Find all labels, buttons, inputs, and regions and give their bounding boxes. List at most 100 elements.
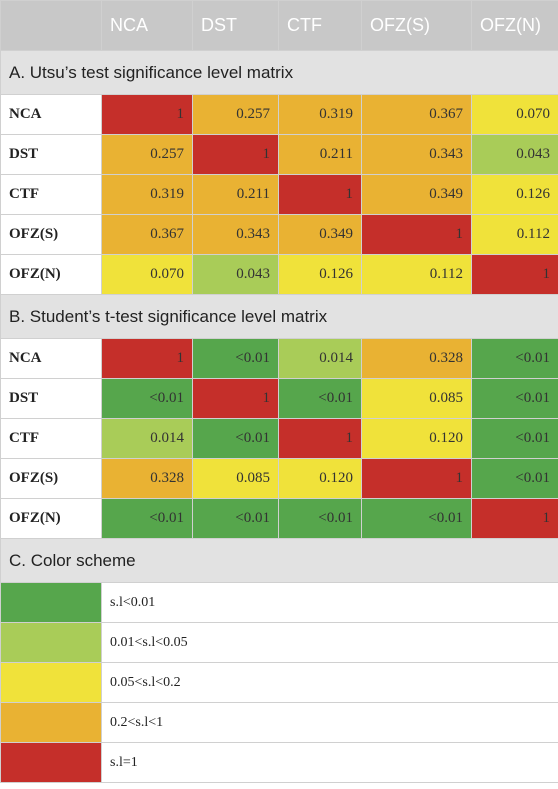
matrix-cell: 0.319	[101, 174, 193, 215]
utsu-matrix-row: DST 0.257 1 0.211 0.343 0.043	[0, 134, 558, 175]
utsu-matrix-title-row: A. Utsu’s test significance level matrix	[0, 50, 558, 95]
matrix-cell: <0.01	[471, 378, 558, 419]
matrix-cell: 0.043	[192, 254, 279, 295]
color-scheme-row: s.l=1	[0, 742, 558, 783]
color-scheme-label: s.l<0.01	[101, 582, 558, 623]
matrix-cell: 0.211	[192, 174, 279, 215]
header-cell-ctf: CTF	[278, 0, 362, 51]
matrix-cell: 0.085	[361, 378, 472, 419]
color-swatch	[0, 582, 102, 623]
student-matrix-title-row: B. Student’s t-test significance level m…	[0, 294, 558, 339]
matrix-cell: 0.349	[361, 174, 472, 215]
matrix-cell: 0.343	[192, 214, 279, 255]
header-cell-ofz-n: OFZ(N)	[471, 0, 558, 51]
matrix-cell: 1	[192, 134, 279, 175]
matrix-cell: 1	[361, 214, 472, 255]
matrix-cell: 0.343	[361, 134, 472, 175]
row-label: DST	[0, 378, 102, 419]
matrix-cell: 0.070	[471, 94, 558, 135]
matrix-cell: 0.319	[278, 94, 362, 135]
matrix-cell: <0.01	[471, 458, 558, 499]
matrix-cell: 1	[361, 458, 472, 499]
header-cell-nca: NCA	[101, 0, 193, 51]
student-matrix-row: OFZ(N) <0.01 <0.01 <0.01 <0.01 1	[0, 498, 558, 539]
color-scheme-row: s.l<0.01	[0, 582, 558, 623]
color-swatch	[0, 662, 102, 703]
matrix-cell: 0.120	[361, 418, 472, 459]
row-label: DST	[0, 134, 102, 175]
student-matrix-title: B. Student’s t-test significance level m…	[0, 294, 558, 339]
matrix-cell: 0.112	[361, 254, 472, 295]
student-matrix-row: CTF 0.014 <0.01 1 0.120 <0.01	[0, 418, 558, 459]
matrix-cell: 0.126	[471, 174, 558, 215]
matrix-cell: 0.367	[101, 214, 193, 255]
color-scheme-label: 0.2<s.l<1	[101, 702, 558, 743]
matrix-cell: 0.328	[101, 458, 193, 499]
matrix-cell: <0.01	[361, 498, 472, 539]
matrix-cell: 0.070	[101, 254, 193, 295]
color-scheme-label: s.l=1	[101, 742, 558, 783]
row-label: OFZ(N)	[0, 254, 102, 295]
row-label: NCA	[0, 94, 102, 135]
color-scheme-title: C. Color scheme	[0, 538, 558, 583]
color-swatch	[0, 702, 102, 743]
color-scheme-row: 0.05<s.l<0.2	[0, 662, 558, 703]
matrix-cell: 0.014	[278, 338, 362, 379]
matrix-cell: <0.01	[101, 378, 193, 419]
header-cell-empty	[0, 0, 102, 51]
row-label: OFZ(S)	[0, 458, 102, 499]
matrix-cell: <0.01	[471, 338, 558, 379]
matrix-cell: 0.349	[278, 214, 362, 255]
matrix-cell: <0.01	[471, 418, 558, 459]
matrix-cell: 1	[471, 254, 558, 295]
color-swatch	[0, 742, 102, 783]
utsu-matrix-row: OFZ(S) 0.367 0.343 0.349 1 0.112	[0, 214, 558, 255]
matrix-cell: 1	[101, 338, 193, 379]
color-scheme-row: 0.01<s.l<0.05	[0, 622, 558, 663]
matrix-cell: <0.01	[101, 498, 193, 539]
matrix-cell: 1	[192, 378, 279, 419]
matrix-cell: <0.01	[278, 498, 362, 539]
matrix-cell: 0.211	[278, 134, 362, 175]
row-label: OFZ(S)	[0, 214, 102, 255]
color-scheme-label: 0.05<s.l<0.2	[101, 662, 558, 703]
matrix-cell: 0.043	[471, 134, 558, 175]
matrix-cell: <0.01	[278, 378, 362, 419]
utsu-matrix-row: CTF 0.319 0.211 1 0.349 0.126	[0, 174, 558, 215]
student-matrix-row: DST <0.01 1 <0.01 0.085 <0.01	[0, 378, 558, 419]
matrix-cell: 1	[278, 418, 362, 459]
header-cell-dst: DST	[192, 0, 279, 51]
row-label: NCA	[0, 338, 102, 379]
matrix-cell: 0.257	[101, 134, 193, 175]
student-matrix-row: OFZ(S) 0.328 0.085 0.120 1 <0.01	[0, 458, 558, 499]
utsu-matrix-row: NCA 1 0.257 0.319 0.367 0.070	[0, 94, 558, 135]
matrix-cell: 1	[101, 94, 193, 135]
matrix-cell: 0.014	[101, 418, 193, 459]
row-label: CTF	[0, 418, 102, 459]
matrix-cell: <0.01	[192, 498, 279, 539]
matrix-cell: <0.01	[192, 418, 279, 459]
color-swatch	[0, 622, 102, 663]
row-label: CTF	[0, 174, 102, 215]
row-label: OFZ(N)	[0, 498, 102, 539]
color-scheme-label: 0.01<s.l<0.05	[101, 622, 558, 663]
matrix-cell: 0.367	[361, 94, 472, 135]
matrix-cell: 0.328	[361, 338, 472, 379]
matrix-cell: 1	[471, 498, 558, 539]
color-scheme-row: 0.2<s.l<1	[0, 702, 558, 743]
matrix-cell: 0.120	[278, 458, 362, 499]
matrix-cell: 0.085	[192, 458, 279, 499]
header-cell-ofz-s: OFZ(S)	[361, 0, 472, 51]
matrix-cell: 0.257	[192, 94, 279, 135]
color-scheme-title-row: C. Color scheme	[0, 538, 558, 583]
matrix-cell: 1	[278, 174, 362, 215]
header-row: NCA DST CTF OFZ(S) OFZ(N)	[0, 0, 558, 51]
utsu-matrix-title: A. Utsu’s test significance level matrix	[0, 50, 558, 95]
matrix-cell: 0.126	[278, 254, 362, 295]
matrix-cell: 0.112	[471, 214, 558, 255]
matrix-cell: <0.01	[192, 338, 279, 379]
utsu-matrix-row: OFZ(N) 0.070 0.043 0.126 0.112 1	[0, 254, 558, 295]
student-matrix-row: NCA 1 <0.01 0.014 0.328 <0.01	[0, 338, 558, 379]
